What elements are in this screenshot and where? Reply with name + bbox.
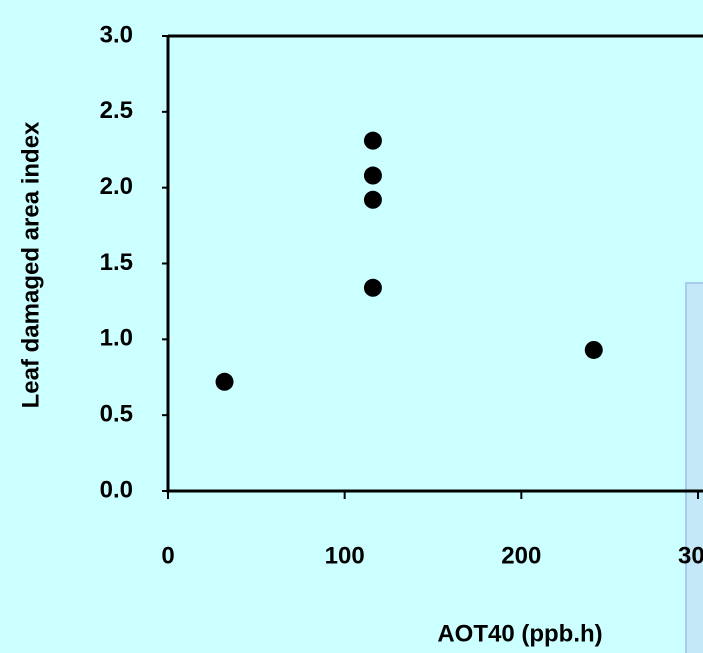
x-axis-title: AOT40 (ppb.h) — [437, 620, 602, 647]
point — [584, 340, 603, 359]
point — [363, 131, 382, 150]
point — [215, 372, 234, 391]
y-tick-label: 2.0 — [100, 173, 133, 200]
y-tick-label: 0.5 — [100, 401, 133, 428]
point — [363, 166, 382, 185]
y-tick-label: 1.5 — [100, 249, 133, 276]
y-tick-label: 2.5 — [100, 97, 133, 124]
y-tick-label: 3.0 — [100, 21, 133, 48]
side-panel — [685, 282, 703, 653]
y-tick-label: 0.0 — [100, 476, 133, 503]
y-axis-title: Leaf damaged area index — [17, 121, 44, 408]
y-tick-label: 1.0 — [100, 325, 133, 352]
x-tick-label: 200 — [501, 542, 541, 569]
x-tick-label: 100 — [325, 542, 365, 569]
x-tick-label: 0 — [161, 542, 174, 569]
point — [363, 190, 382, 209]
x-tick-label: 300 — [678, 542, 703, 569]
point — [363, 278, 382, 297]
